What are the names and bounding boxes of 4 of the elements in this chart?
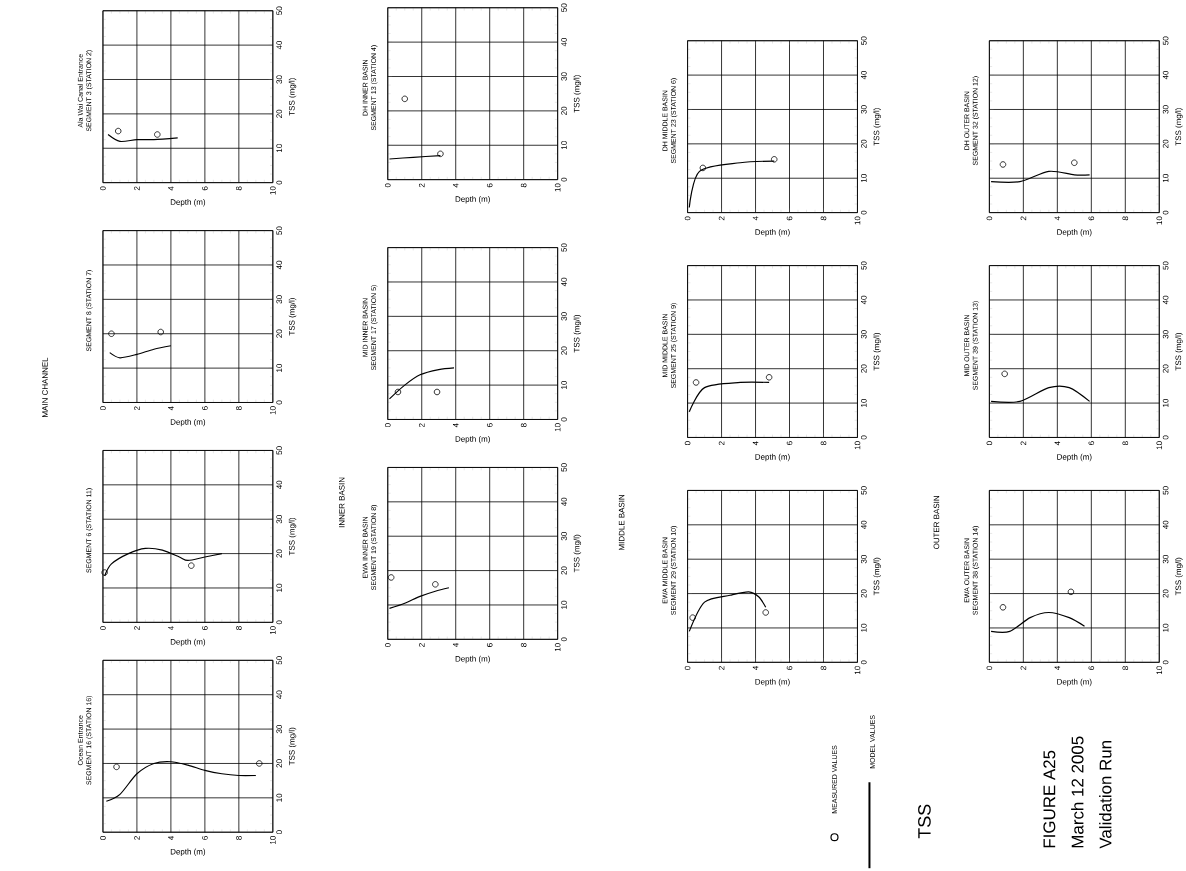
text: Validation Run xyxy=(1099,740,1112,849)
text: TSS xyxy=(918,804,931,839)
text: March 12 2005 xyxy=(1071,736,1084,848)
text: FIGURE A25 xyxy=(1043,750,1056,848)
